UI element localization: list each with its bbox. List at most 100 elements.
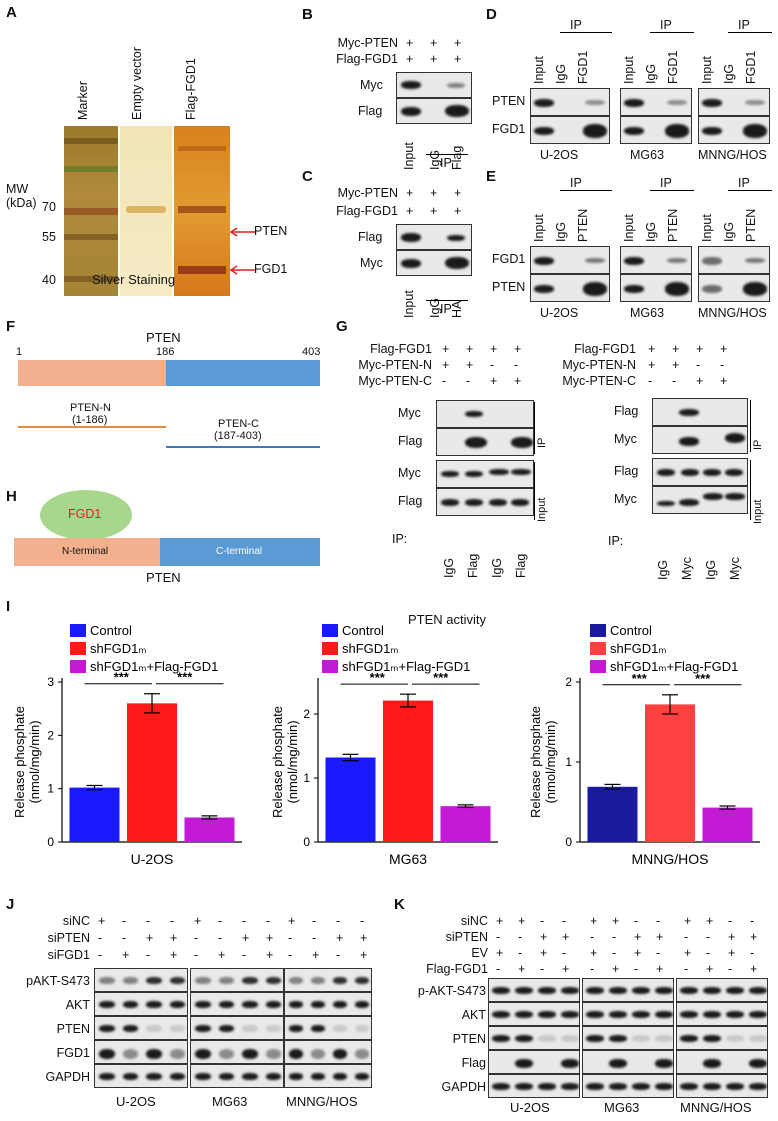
g-left-sign: -	[490, 358, 495, 372]
blot-band	[585, 100, 605, 105]
blot-band	[515, 1059, 533, 1068]
k-sign: +	[750, 930, 758, 944]
panel-label-h: H	[6, 488, 17, 505]
panel-label-f: F	[6, 318, 16, 335]
blot-band	[655, 1059, 673, 1068]
svg-text:Release phosphate: Release phosphate	[12, 706, 27, 818]
blot-band	[749, 987, 767, 994]
mw-70: 70	[42, 200, 56, 214]
blot-band	[586, 1011, 604, 1018]
j-sign: -	[242, 948, 247, 962]
legend-label: shFGD1ₘ+Flag-FGD1	[610, 659, 738, 674]
f-pten-c: PTEN-C	[218, 418, 259, 430]
legend-label: Control	[90, 623, 132, 638]
g-left-blot-label: Myc	[398, 406, 421, 420]
c-sign: +	[406, 204, 414, 218]
lane-label-marker: Marker	[76, 81, 90, 120]
k-sign: -	[540, 914, 545, 928]
d-lane-label: IgG	[644, 63, 658, 84]
svg-text:(nmol/mg/min): (nmol/mg/min)	[27, 720, 42, 803]
k-cell-label: U-2OS	[510, 1100, 550, 1115]
blot-band	[195, 1001, 211, 1008]
e-cell-label: MNNG/HOS	[698, 306, 767, 320]
k-sign: +	[496, 914, 504, 928]
blot-band	[749, 1011, 767, 1018]
k-sign: +	[612, 962, 620, 976]
e-lane-label: IgG	[644, 221, 658, 242]
blot-band	[122, 1073, 138, 1080]
blot-band	[169, 1049, 185, 1059]
g-right-blot-label: Myc	[614, 432, 637, 446]
blot-band	[242, 1073, 258, 1080]
j-row-label: siFGD1	[47, 948, 90, 962]
h-c-terminal-label: C-terminal	[216, 546, 263, 557]
k-sign: -	[706, 946, 711, 960]
blot-band	[680, 1035, 698, 1042]
blot-band	[745, 258, 765, 263]
blot-band	[169, 977, 185, 984]
g-right-blot	[652, 426, 748, 454]
svg-text:Release phosphate: Release phosphate	[270, 706, 285, 818]
c-blot-myc-label: Myc	[360, 256, 383, 270]
j-blot	[284, 1064, 372, 1088]
k-blot	[676, 1074, 768, 1098]
g-right-blot	[652, 486, 748, 514]
blot-band	[632, 1035, 650, 1042]
blot-band	[680, 987, 698, 994]
g-left-sign: +	[514, 374, 522, 388]
bar	[702, 807, 753, 842]
k-sign: +	[634, 946, 642, 960]
blot-band	[667, 258, 687, 263]
f-pten-c-range: (187-403)	[214, 430, 262, 442]
blot-band	[632, 987, 650, 994]
g-left-sign: +	[466, 358, 474, 372]
h-n-terminal-label: N-terminal	[62, 546, 109, 557]
panel-label-j: J	[6, 896, 15, 913]
blot-band	[702, 99, 722, 107]
j-sign: +	[170, 931, 178, 945]
blot-band	[441, 471, 459, 477]
j-blot	[94, 1040, 188, 1064]
g-right-blot	[652, 398, 748, 426]
blot-band	[583, 282, 607, 296]
x-axis-label: U-2OS	[131, 851, 174, 867]
blot-band	[489, 469, 509, 475]
panel-label-g: G	[336, 318, 348, 335]
d-lane-label: IgG	[554, 63, 568, 84]
legend-swatch	[70, 624, 86, 637]
b-lane-input: Input	[402, 142, 416, 170]
j-blot	[284, 1040, 372, 1064]
k-sign: +	[518, 914, 526, 928]
i-super-title: PTEN activity	[408, 612, 487, 627]
blot-band	[265, 1001, 281, 1008]
j-sign: +	[266, 931, 274, 945]
g-right-sign: +	[672, 358, 680, 372]
legend-label: shFGD1ₘ	[90, 641, 147, 656]
lane-label-empty-vector: Empty vector	[130, 47, 144, 120]
d-lane-label: Input	[622, 56, 636, 84]
k-sign: -	[684, 962, 689, 976]
e-lane-label: PTEN	[576, 208, 590, 242]
e-blot-fgd1-0	[530, 246, 610, 274]
c-sign: +	[406, 186, 414, 200]
blot-band	[515, 1035, 533, 1042]
b-sign: +	[406, 52, 414, 66]
bar	[127, 703, 177, 842]
g-right-sign: -	[720, 358, 725, 372]
d-ip-label: IP	[570, 18, 582, 32]
blot-band	[534, 285, 554, 293]
j-sign: +	[242, 931, 250, 945]
k-sign: -	[684, 930, 689, 944]
g-left-row-label: Myc-PTEN-N	[358, 358, 432, 372]
c-row-flag-fgd1: Flag-FGD1	[336, 204, 398, 218]
blot-band	[99, 1073, 115, 1080]
e-ip-label: IP	[660, 176, 672, 190]
k-sign: -	[540, 962, 545, 976]
f-pos-403: 403	[302, 346, 321, 358]
blot-band	[492, 1083, 510, 1090]
g-right-lane-label: IgG	[656, 559, 670, 580]
d-ip-line	[728, 32, 772, 33]
sig-stars: ***	[433, 670, 449, 685]
j-sign: +	[122, 948, 130, 962]
c-sign: +	[454, 186, 462, 200]
